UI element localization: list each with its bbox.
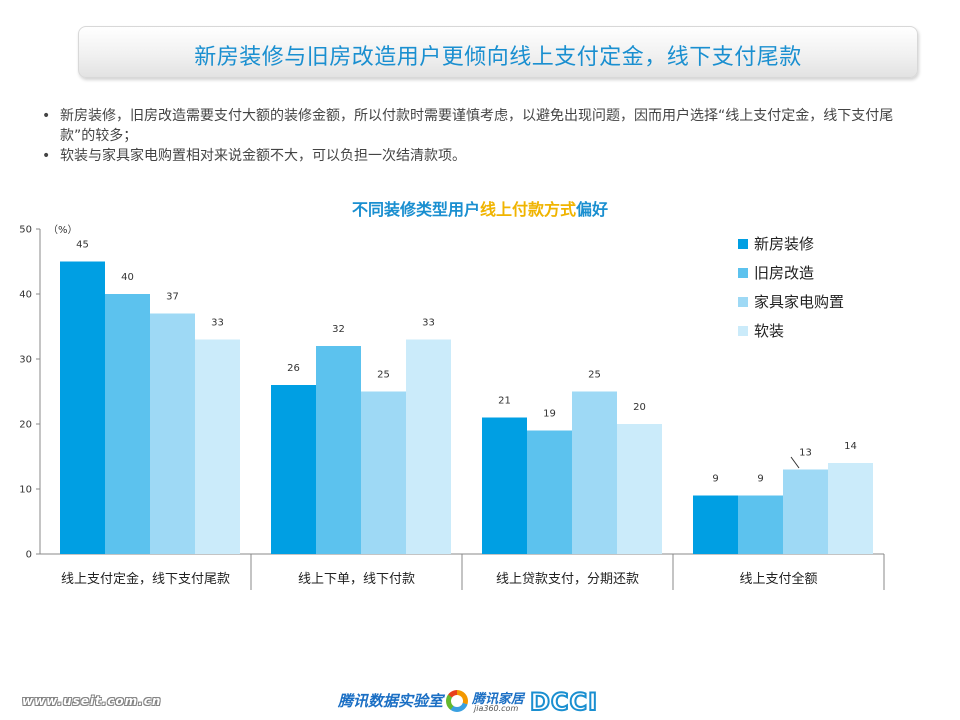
title-banner: 新房装修与旧房改造用户更倾向线上支付定金，线下支付尾款 xyxy=(78,26,918,78)
legend-label: 软装 xyxy=(754,322,784,340)
dcci-logo: DCCI xyxy=(529,687,599,717)
bar-1 xyxy=(60,261,105,554)
tencent-home-ring-icon xyxy=(446,690,468,712)
tencent-data-lab-logo: 腾讯数据实验室 xyxy=(338,692,444,710)
bar-3 xyxy=(572,391,617,554)
bar-2 xyxy=(527,430,572,554)
website-url: www.useit.com.cn xyxy=(22,694,162,708)
bar-4 xyxy=(406,339,451,554)
y-tick-label: 10 xyxy=(19,485,32,496)
bullet-item: • 新房装修，旧房改造需要支付大额的装修金额，所以付款时需要谨慎考虑，以避免出现… xyxy=(40,106,920,146)
data-label: 26 xyxy=(287,363,300,374)
bar-4 xyxy=(617,424,662,554)
data-label: 33 xyxy=(211,318,224,329)
legend-label: 家具家电购置 xyxy=(754,293,844,311)
y-tick-label: 30 xyxy=(19,355,32,366)
data-label: 19 xyxy=(543,409,556,420)
bullet-item: • 软装与家具家电购置相对来说金额不大，可以负担一次结清款项。 xyxy=(40,146,920,166)
bar-chart: 0 10 20 30 40 50 （%） 45 40 37 33 线上支付定金，线下支付尾款 26 32 2… xyxy=(19,224,885,590)
bullet-list: • 新房装修，旧房改造需要支付大额的装修金额，所以付款时需要谨慎考虑，以避免出现… xyxy=(40,106,920,166)
category-label: 线上支付定金，线下支付尾款 xyxy=(61,571,230,587)
legend-swatch xyxy=(738,326,748,336)
bar-3 xyxy=(783,469,828,554)
bar-2 xyxy=(738,495,783,554)
tencent-home-logo: 腾讯家居 jia360.com xyxy=(446,688,530,716)
data-label: 37 xyxy=(166,292,179,303)
chart-title-highlight: 线上付款方式 xyxy=(479,200,576,219)
chart-title-part2: 偏好 xyxy=(576,200,609,219)
legend-label: 旧房改造 xyxy=(754,264,814,282)
data-label: 45 xyxy=(76,240,89,251)
y-tick-label: 20 xyxy=(19,420,32,431)
y-tick-label: 0 xyxy=(26,550,32,561)
chart-title-part1: 不同装修类型用户 xyxy=(351,200,480,219)
data-label: 14 xyxy=(844,441,857,452)
data-label: 9 xyxy=(712,474,718,485)
bar-4 xyxy=(195,339,240,554)
bar-1 xyxy=(271,385,316,554)
footer: www.useit.com.cn 腾讯数据实验室 腾讯家居 jia360.com… xyxy=(0,686,960,720)
legend-label: 新房装修 xyxy=(754,235,814,253)
bar-2 xyxy=(316,346,361,554)
bar-2 xyxy=(105,294,150,554)
page-title: 新房装修与旧房改造用户更倾向线上支付定金，线下支付尾款 xyxy=(194,45,802,70)
data-label-leader xyxy=(790,456,800,469)
bullet-marker: • xyxy=(42,108,51,124)
bar-4 xyxy=(828,463,873,554)
y-unit-label: （%） xyxy=(48,224,78,236)
bullet-text: 新房装修，旧房改造需要支付大额的装修金额，所以付款时需要谨慎考虑，以避免出现问题… xyxy=(60,108,894,144)
data-label: 9 xyxy=(757,474,763,485)
tencent-home-logo-text: 腾讯家居 xyxy=(472,692,525,707)
category-label: 线上支付全额 xyxy=(739,571,817,587)
bullet-marker: • xyxy=(42,148,51,164)
data-label: 32 xyxy=(332,324,345,335)
category-label: 线上贷款支付，分期还款 xyxy=(496,572,639,587)
data-label: 40 xyxy=(121,272,134,283)
data-label: 20 xyxy=(633,402,646,413)
category-label: 线上下单，线下付款 xyxy=(298,572,415,587)
data-label: 13 xyxy=(799,448,812,459)
y-tick-label: 50 xyxy=(19,225,32,236)
bar-1 xyxy=(693,495,738,554)
chart-title: 不同装修类型用户线上付款方式偏好 xyxy=(0,196,960,220)
data-label: 25 xyxy=(377,370,390,381)
bar-1 xyxy=(482,417,527,554)
legend-swatch xyxy=(738,297,748,307)
data-label: 25 xyxy=(588,370,601,381)
data-label: 33 xyxy=(422,318,435,329)
y-tick-label: 40 xyxy=(19,290,32,301)
data-label: 21 xyxy=(498,396,511,407)
bullet-text: 软装与家具家电购置相对来说金额不大，可以负担一次结清款项。 xyxy=(60,148,466,164)
tencent-home-logo-domain: jia360.com xyxy=(474,704,519,713)
legend-swatch xyxy=(738,239,748,249)
bar-3 xyxy=(150,313,195,554)
bar-3 xyxy=(361,391,406,554)
legend-swatch xyxy=(738,268,748,278)
